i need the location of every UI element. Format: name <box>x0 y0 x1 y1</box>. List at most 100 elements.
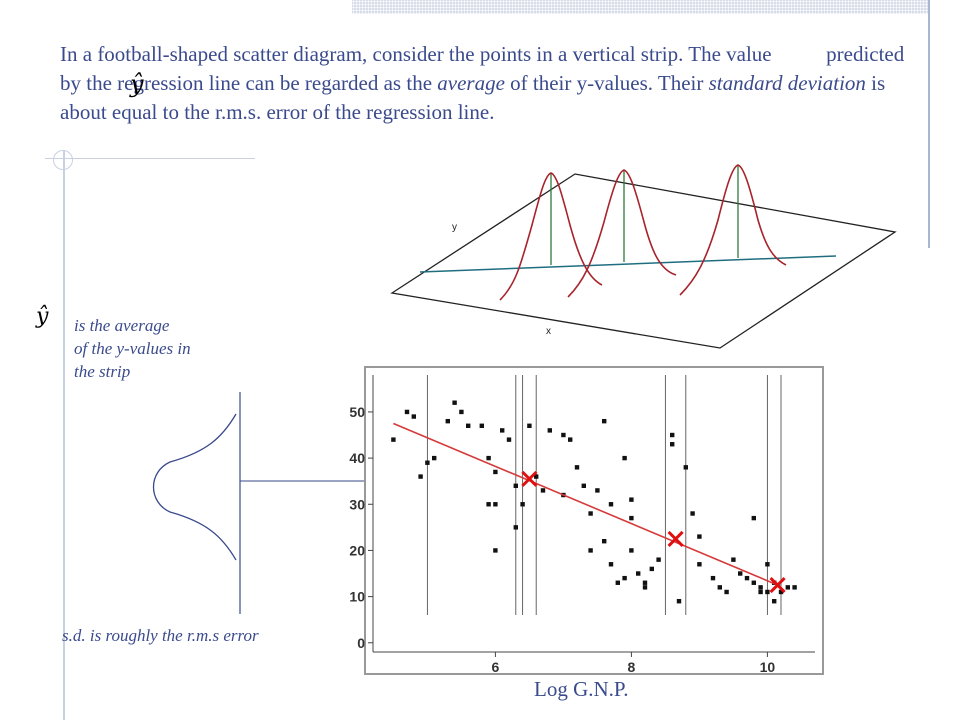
regression-plane-diagram: y x <box>390 164 897 349</box>
data-point <box>758 589 763 595</box>
data-point <box>670 432 675 438</box>
data-point <box>649 566 654 572</box>
data-point <box>574 465 580 470</box>
data-point <box>493 469 498 475</box>
data-point <box>602 418 607 424</box>
data-point <box>744 575 750 581</box>
data-point <box>425 460 430 465</box>
data-point <box>391 437 396 442</box>
data-point <box>629 497 634 502</box>
data-point <box>602 539 607 544</box>
data-point <box>411 414 416 419</box>
data-point <box>697 562 702 567</box>
data-point <box>765 562 770 567</box>
data-point <box>676 599 682 604</box>
x-axis-title: Log G.N.P. <box>534 677 629 701</box>
data-point <box>785 585 790 590</box>
data-point <box>466 423 471 428</box>
strip-average-marker <box>521 470 538 487</box>
data-point <box>724 589 729 595</box>
data-point <box>697 534 702 539</box>
bell-curve-1 <box>499 172 603 301</box>
data-point <box>540 488 546 493</box>
data-point <box>778 589 784 595</box>
decorative-ring <box>53 150 73 170</box>
data-point <box>608 562 614 567</box>
data-point <box>622 455 627 461</box>
data-point <box>568 437 573 442</box>
data-point <box>547 428 552 433</box>
data-point <box>500 428 505 433</box>
y-tick-label: 20 <box>349 542 365 558</box>
yhat-symbol-side: ŷ <box>36 304 49 329</box>
explanation-paragraph: In a football-shaped scatter diagram, co… <box>60 40 910 127</box>
header-texture-band <box>352 0 930 14</box>
data-point <box>493 548 498 553</box>
data-point <box>670 442 675 447</box>
paragraph-text-1: In a football-shaped scatter diagram, co… <box>60 42 772 66</box>
strip-average-marker <box>769 576 786 594</box>
data-point <box>683 465 688 470</box>
paragraph-text-4: is about equal to the r.m.s. error of th… <box>60 71 886 124</box>
data-point <box>513 525 518 530</box>
data-point <box>765 589 770 595</box>
y-tick-label: 10 <box>349 589 365 605</box>
plane-y-label: y <box>452 222 457 233</box>
scatter-chart: 0 10 20 30 40 50 6 8 10 <box>349 366 824 675</box>
sd-rms-note: s.d. is roughly the r.m.s error <box>62 626 259 645</box>
paragraph-emphasis-average: average <box>437 71 505 95</box>
data-point <box>513 483 518 488</box>
data-point <box>493 502 498 507</box>
strip-average-marker <box>667 530 684 547</box>
data-point <box>506 437 512 442</box>
chart-marks: 0 10 20 30 40 50 6 8 10 <box>349 375 797 675</box>
data-point <box>479 423 484 428</box>
y-tick-label: 0 <box>357 635 365 651</box>
y-tick-label: 50 <box>349 404 365 420</box>
data-point <box>418 474 423 479</box>
yhat-symbol-inline: ŷ <box>130 70 144 98</box>
data-point <box>445 418 450 424</box>
decorative-horizontal-rule <box>45 158 255 159</box>
data-point <box>758 585 763 590</box>
data-point <box>486 502 491 507</box>
chart-border <box>364 366 824 675</box>
data-point <box>404 409 410 415</box>
regression-line <box>393 422 778 586</box>
x-tick-label: 10 <box>760 659 776 675</box>
data-point <box>731 557 736 562</box>
data-point <box>622 575 627 581</box>
paragraph-emphasis-sd: standard deviation <box>708 71 866 95</box>
data-point <box>581 483 586 488</box>
data-point <box>717 585 722 590</box>
data-point <box>629 515 634 521</box>
decorative-vertical-rule-left <box>63 150 65 720</box>
data-point <box>452 400 457 405</box>
data-point <box>432 455 437 461</box>
data-point <box>738 571 743 576</box>
decorative-vertical-rule-right <box>928 0 930 248</box>
side-note-line: of the y-values in <box>74 339 191 358</box>
x-tick-label: 6 <box>492 659 500 675</box>
paragraph-text-3: of their y-values. Their <box>510 71 704 95</box>
data-point <box>595 488 600 493</box>
strip-average-note: is the average of the y-values in the st… <box>74 314 274 383</box>
data-point <box>642 580 648 585</box>
plane-x-label: x <box>546 326 551 337</box>
bell-curve-2 <box>567 169 677 298</box>
data-point <box>534 474 539 479</box>
data-point <box>642 585 648 590</box>
data-point <box>751 580 756 585</box>
data-point <box>588 511 593 516</box>
side-note-line: is the average <box>74 316 170 335</box>
data-point <box>486 455 491 461</box>
data-point <box>636 571 641 576</box>
bell-curve-3 <box>679 164 787 296</box>
data-point <box>527 423 532 428</box>
y-tick-label: 40 <box>349 450 365 466</box>
plane-regression-line <box>419 255 837 273</box>
data-point <box>459 409 464 415</box>
data-point <box>629 548 634 553</box>
data-point <box>751 515 756 521</box>
